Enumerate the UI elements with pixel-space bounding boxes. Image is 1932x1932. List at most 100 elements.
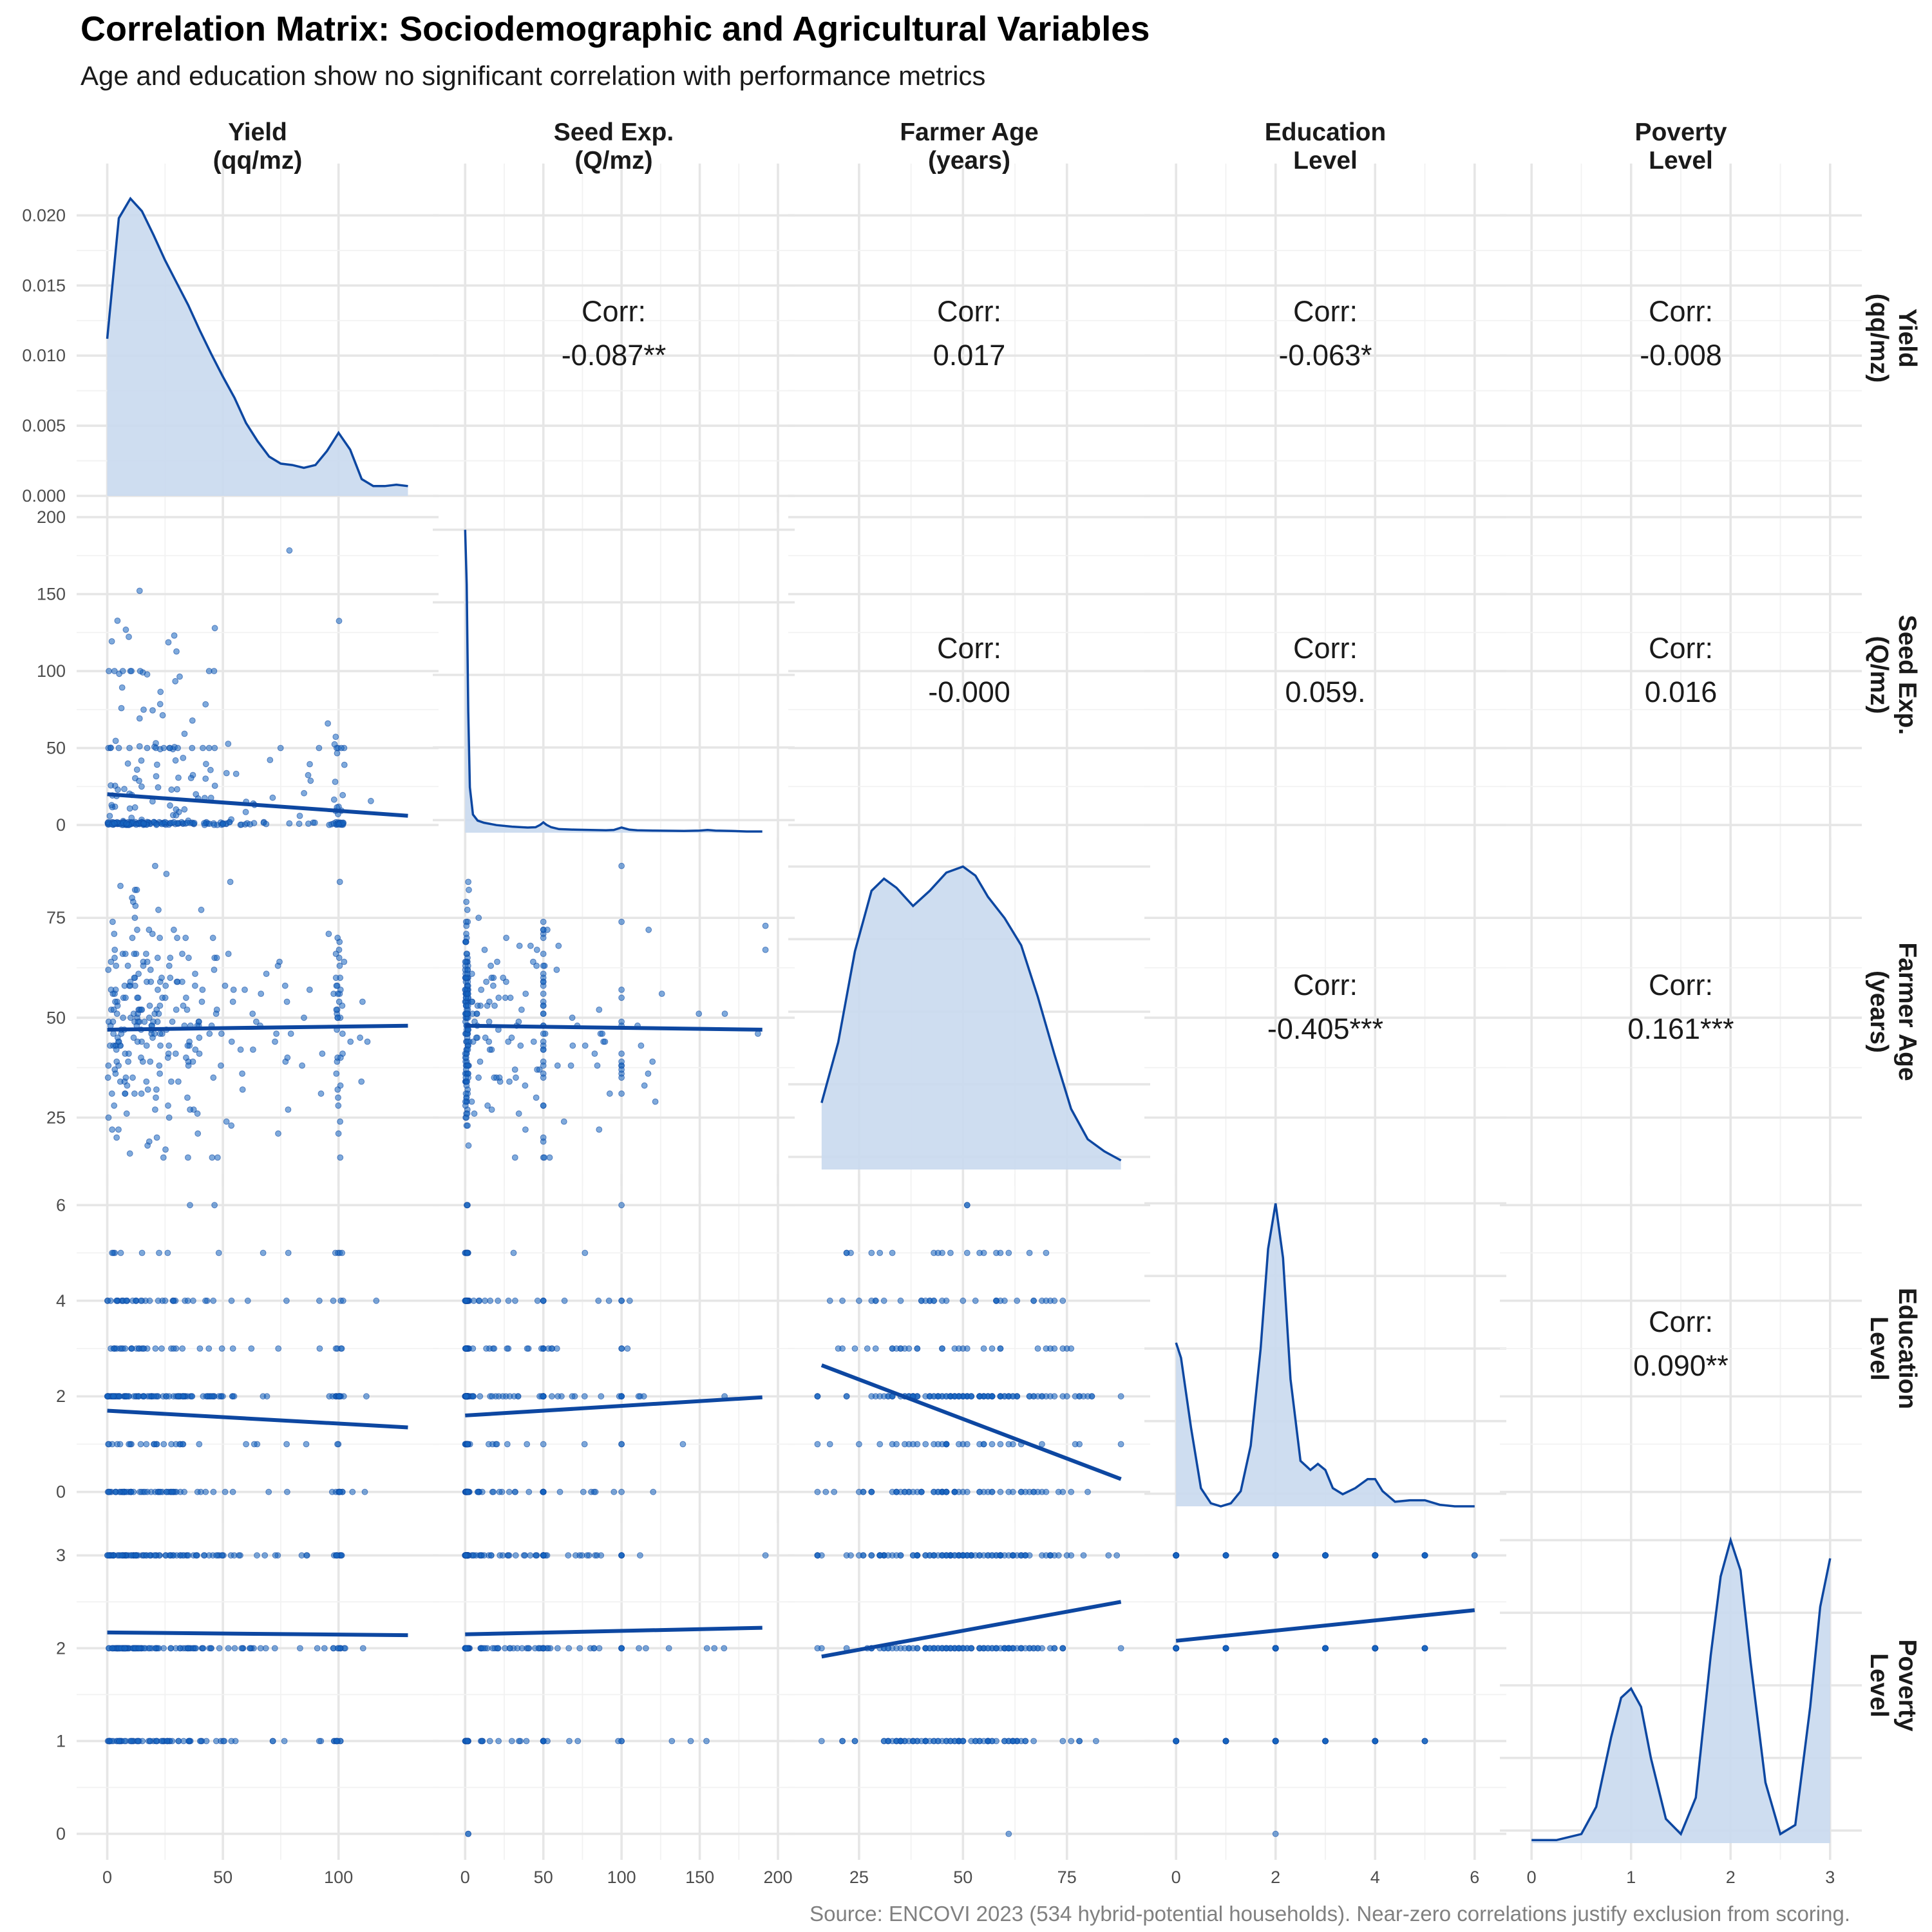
scatter-point (839, 1345, 846, 1352)
scatter-point (349, 1488, 356, 1495)
scatter-point (1272, 1552, 1279, 1559)
scatter-point (503, 934, 509, 942)
scatter-point (189, 717, 196, 724)
scatter-point (155, 1010, 162, 1017)
scatter-point (153, 1086, 160, 1093)
scatter-point (926, 1645, 933, 1652)
scatter-point (914, 1345, 921, 1352)
scatter-point (158, 974, 165, 981)
scatter-point (491, 1002, 498, 1009)
x-tick-label: 100 (607, 1868, 636, 1887)
scatter-point (491, 1074, 498, 1081)
scatter-point (339, 1297, 346, 1304)
scatter-point (843, 1249, 850, 1256)
scatter-point (317, 1090, 325, 1097)
scatter-point (1030, 1393, 1037, 1400)
scatter-point (489, 1645, 496, 1652)
scatter-point (495, 1645, 502, 1652)
scatter-point (260, 1249, 267, 1256)
scatter-point (202, 1488, 209, 1495)
scatter-point (533, 1552, 540, 1559)
scatter-point (1372, 1645, 1379, 1652)
scatter-point (185, 1645, 192, 1652)
scatter-point (1272, 1645, 1279, 1652)
scatter-point (582, 1042, 589, 1049)
scatter-point (547, 1645, 554, 1652)
scatter-point (848, 1552, 854, 1559)
scatter-point (851, 1345, 858, 1352)
scatter-point (1068, 1488, 1075, 1495)
scatter-point (183, 994, 189, 1001)
scatter-point (755, 1030, 761, 1037)
scatter-point (172, 757, 179, 764)
scatter-point (934, 1488, 942, 1495)
scatter-point (511, 1488, 518, 1495)
scatter-point (140, 962, 147, 969)
scatter-point (518, 1007, 525, 1013)
scatter-point (502, 994, 509, 1001)
scatter-point (167, 1645, 175, 1652)
scatter-point (216, 1645, 223, 1652)
scatter-point (347, 1038, 354, 1045)
scatter-point (993, 1645, 999, 1652)
scatter-point (618, 1202, 625, 1209)
scatter-point (334, 1058, 341, 1065)
scatter-point (174, 786, 180, 793)
scatter-point (341, 761, 348, 768)
scatter-point (902, 1488, 908, 1495)
scatter-point (334, 1086, 341, 1093)
row-strip-label: Yield (1893, 308, 1921, 368)
scatter-point (856, 1552, 862, 1559)
scatter-point (267, 757, 274, 763)
scatter-point (316, 1297, 323, 1304)
scatter-point (464, 1488, 471, 1495)
scatter-point (337, 1645, 344, 1652)
scatter-point (250, 1046, 256, 1053)
scatter-point (463, 922, 470, 929)
scatter-point (138, 1249, 146, 1256)
scatter-point (140, 820, 147, 827)
scatter-point (269, 794, 276, 801)
scatter-point (140, 1345, 147, 1352)
scatter-point (1047, 1552, 1054, 1559)
scatter-point (373, 1297, 380, 1304)
scatter-point (133, 886, 140, 893)
scatter-point (508, 1034, 515, 1041)
scatter-point (162, 994, 169, 1001)
scatter-point (478, 987, 485, 993)
scatter-point (301, 790, 308, 797)
scatter-point (149, 707, 156, 714)
scatter-point (337, 1154, 344, 1161)
scatter-point (464, 1010, 471, 1017)
scatter-point (192, 971, 198, 977)
scatter-point (189, 744, 196, 752)
y-tick-label: 0 (56, 1482, 66, 1502)
scatter-point (135, 1645, 142, 1652)
scatter-point (1009, 1488, 1016, 1495)
corr-label: Corr: (582, 295, 646, 328)
scatter-point (540, 1010, 547, 1017)
scatter-point (951, 1393, 958, 1400)
scatter-point (922, 1297, 929, 1304)
panel-r2-c1 (433, 837, 795, 1186)
scatter-point (118, 1552, 125, 1559)
x-tick-label: 1 (1626, 1868, 1636, 1887)
scatter-point (136, 715, 143, 722)
scatter-point (153, 773, 160, 780)
scatter-point (236, 1552, 242, 1559)
scatter-point (679, 1441, 687, 1448)
scatter-point (1034, 1345, 1041, 1352)
scatter-point (239, 1070, 246, 1077)
scatter-point (196, 1050, 203, 1057)
scatter-point (463, 931, 469, 937)
scatter-point (143, 951, 149, 957)
scatter-point (106, 668, 113, 674)
scatter-point (297, 1645, 303, 1652)
scatter-point (134, 1038, 141, 1045)
scatter-point (109, 1249, 116, 1256)
panel-r0-c0 (77, 164, 439, 513)
scatter-point (591, 1050, 598, 1057)
scatter-point (506, 1078, 513, 1085)
scatter-point (856, 1297, 862, 1304)
corr-value: -0.087** (562, 339, 667, 372)
